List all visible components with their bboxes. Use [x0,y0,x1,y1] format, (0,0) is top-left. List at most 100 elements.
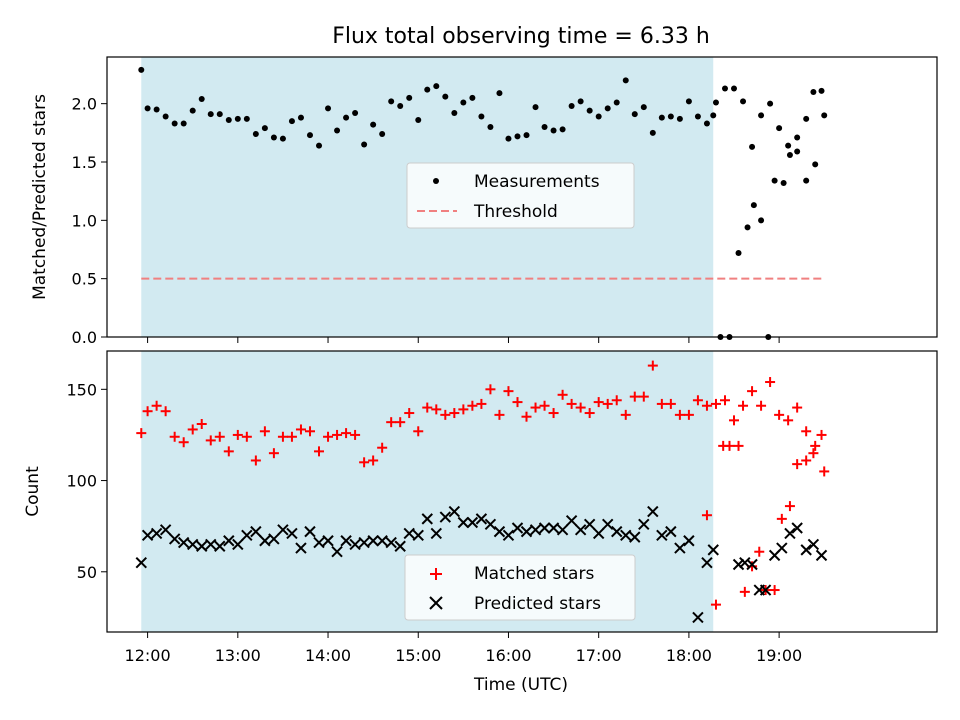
x-stroke-b [583,518,596,531]
matched-star-point [187,424,198,435]
bottom-legend: Matched stars Predicted stars [404,554,636,621]
predicted-star-point [529,524,542,536]
y-tick-label: 100 [66,472,97,491]
measurement-point [189,107,196,114]
measurement-point [667,113,674,120]
matched-star-point [801,455,812,466]
measurement-point [818,87,825,94]
predicted-star-point [135,556,147,569]
matched-star-point [701,510,712,521]
x-stroke-b [574,524,587,536]
measurement-point [433,83,440,90]
matched-star-point [810,440,821,451]
x-stroke-b [331,546,343,558]
predicted-star-point [430,527,443,540]
matched-star-point [169,431,180,442]
matched-star-point [286,431,297,442]
matched-star-point [620,409,631,420]
measurement-point [138,66,145,73]
bottom-y-ticks: 50 100 150 [66,380,107,582]
predicted-star-point [412,529,424,541]
matched-legend-marker [430,568,442,580]
x-stroke-b [475,513,488,525]
measurement-point [505,135,512,142]
predicted-star-point [421,513,433,525]
x-stroke-b [538,522,551,534]
predicted-star-point [784,527,796,540]
x-stroke-b [746,558,758,571]
x-stroke-b [168,533,181,545]
x-stroke-b [177,536,190,549]
matched-star-point [332,429,343,440]
predicted-star-point [286,527,298,540]
x-stroke-b [707,544,719,556]
x-stroke-b [529,524,542,536]
measurement-point [771,177,778,184]
matched-star-point [304,426,315,437]
matched-star-point [277,431,288,442]
predicted-star-point [322,535,334,547]
x-stroke-b [656,529,668,541]
measurement-point [460,99,467,106]
predicted-star-point [196,540,208,552]
x-stroke-b [683,535,695,547]
measurement-point [640,104,647,111]
measurement-point [541,124,548,130]
y-tick-label: 150 [66,380,97,399]
measurement-point [297,114,304,121]
matched-star-point [232,429,243,440]
matched-star-point [151,400,162,411]
matched-star-point [692,395,703,406]
measurement-point [613,99,620,106]
measurement-point [812,161,819,168]
matched-star-point [792,402,803,413]
measurements-legend-label: Measurements [474,172,600,192]
matched-star-point [611,395,622,406]
x-stroke-b [784,527,796,540]
predicted-star-point [692,611,704,624]
predicted-star-point [466,516,479,529]
predicted-star-point [168,533,181,545]
measurement-point [252,131,259,137]
x-stroke-b [385,536,397,549]
x-stroke-b [394,540,406,552]
matched-star-point [314,446,325,457]
matched-star-point [816,429,827,440]
matched-star-point [223,446,234,457]
matched-star-point [729,415,740,426]
predicted-legend-marker [429,596,443,610]
measurement-point [776,125,783,132]
x-tick-label: 13:00 [215,646,261,665]
measurement-point [415,117,422,123]
x-stroke-b [484,518,497,531]
matched-star-markers [136,360,830,610]
x-stroke-b [286,527,298,540]
x-stroke-b [295,542,307,554]
x-stroke-b [800,544,812,556]
predicted-star-markers [135,505,828,624]
predicted-legend-label: Predicted stars [474,594,601,614]
measurement-point [325,105,332,112]
predicted-star-point [647,505,659,518]
x-stroke-b [701,556,713,569]
measurement-point [451,110,458,116]
matched-star-point [136,428,147,439]
matched-star-point [467,400,478,411]
matched-star-point [593,397,604,408]
measurement-point [758,112,765,119]
measurement-point [207,111,214,118]
x-stroke-b [692,611,704,624]
predicted-star-point [656,529,668,541]
predicted-star-point [259,535,271,547]
matched-star-point [647,360,658,371]
matched-star-point [733,440,744,451]
measurement-point [225,117,232,123]
predicted-star-point [493,525,506,538]
x-tick-label: 16:00 [485,646,531,665]
matched-star-point [801,426,812,437]
predicted-star-point [340,535,352,547]
measurement-point [424,86,431,93]
y-tick-label: 50 [77,563,97,582]
top-y-ticks: 0.0 0.5 1.0 1.5 2.0 [72,95,107,347]
